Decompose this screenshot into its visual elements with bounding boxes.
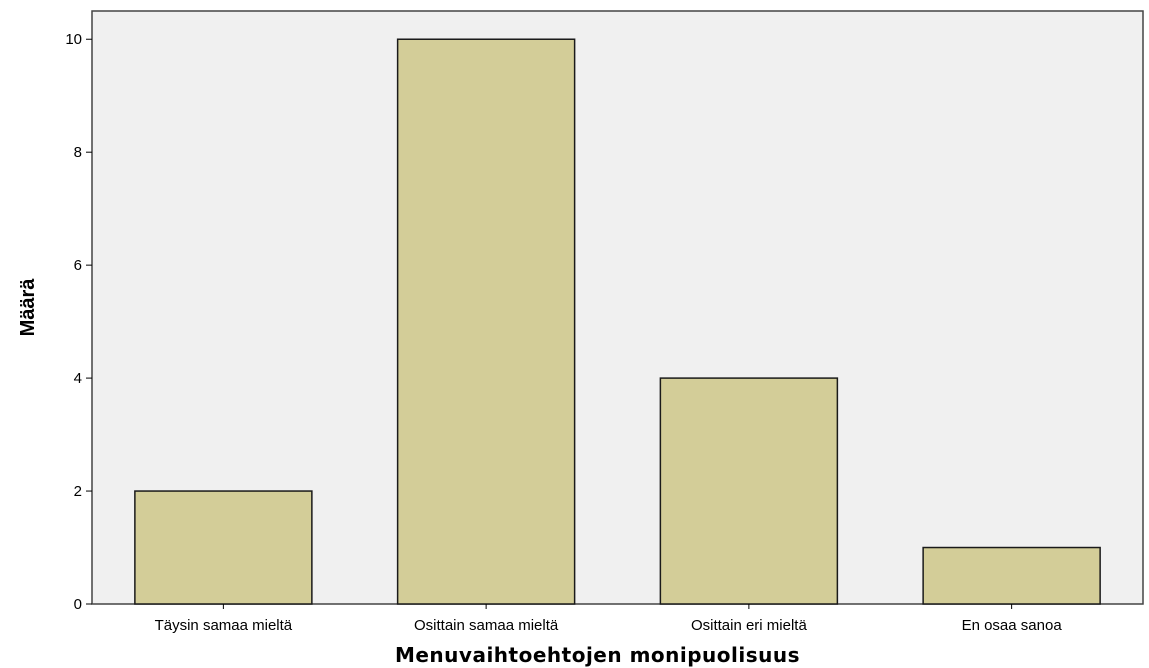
x-axis-label: Menuvaihtoehtojen monipuolisuus — [395, 643, 800, 667]
y-axis-label: Määrä — [17, 278, 39, 337]
x-category-label: Osittain samaa mieltä — [414, 617, 559, 634]
y-tick-label: 8 — [74, 144, 82, 161]
y-axis-ticks: 0 2 4 6 8 10 — [65, 31, 92, 613]
y-tick-label: 6 — [74, 257, 82, 274]
x-axis-categories: Täysin samaa mieltä Osittain samaa mieltä… — [155, 604, 1063, 634]
y-tick-label: 4 — [74, 370, 82, 387]
x-category-label: En osaa sanoa — [962, 617, 1063, 634]
x-category-label: Osittain eri mieltä — [691, 617, 808, 634]
bar — [923, 548, 1100, 604]
y-tick-label: 2 — [74, 483, 82, 500]
bar — [135, 491, 312, 604]
bar — [398, 39, 575, 604]
y-tick-label: 0 — [74, 596, 82, 613]
y-tick-label: 10 — [65, 31, 82, 48]
bar — [660, 378, 837, 604]
x-category-label: Täysin samaa mieltä — [155, 617, 293, 634]
